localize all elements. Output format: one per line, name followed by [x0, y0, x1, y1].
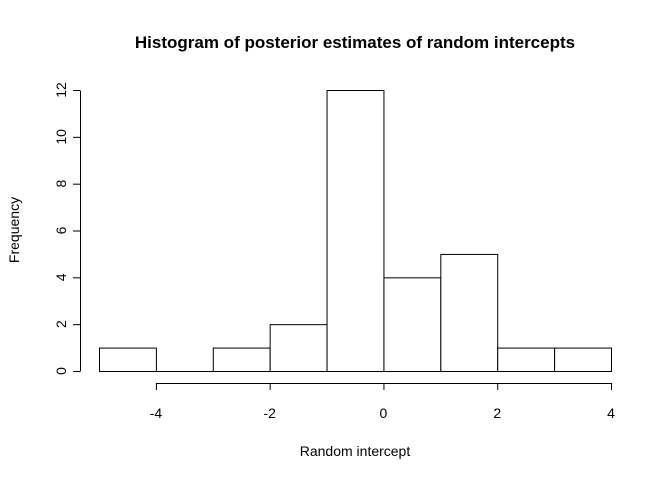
- y-tick-label: 8: [53, 180, 69, 188]
- x-axis-label: Random intercept: [300, 443, 411, 459]
- histogram-bar: [383, 277, 442, 373]
- y-axis: 0 2 4 6 8 10 12: [53, 82, 81, 375]
- x-axis: -4 -2 0 2 4: [150, 383, 615, 421]
- histogram-bar: [554, 347, 612, 373]
- y-tick-label: 2: [53, 320, 69, 328]
- histogram-bars: [99, 90, 612, 373]
- y-tick-label: 12: [53, 82, 69, 98]
- histogram-bar: [326, 90, 385, 372]
- histogram-bar: [269, 324, 328, 372]
- histogram-bar: [497, 347, 556, 373]
- y-tick-label: 4: [53, 273, 69, 281]
- chart-title: Histogram of posterior estimates of rand…: [135, 33, 575, 52]
- y-axis-label: Frequency: [6, 197, 22, 263]
- x-tick-label: -2: [263, 405, 276, 421]
- x-tick-label: 2: [493, 405, 501, 421]
- histogram-bar: [212, 347, 271, 373]
- x-tick-label: 4: [607, 405, 615, 421]
- y-tick-label: 10: [53, 129, 69, 145]
- x-tick-label: 0: [380, 405, 388, 421]
- histogram-bar: [440, 253, 499, 373]
- y-tick-label: 6: [53, 226, 69, 234]
- x-tick-label: -4: [150, 405, 163, 421]
- y-tick-label: 0: [53, 367, 69, 375]
- histogram-bar: [99, 347, 157, 373]
